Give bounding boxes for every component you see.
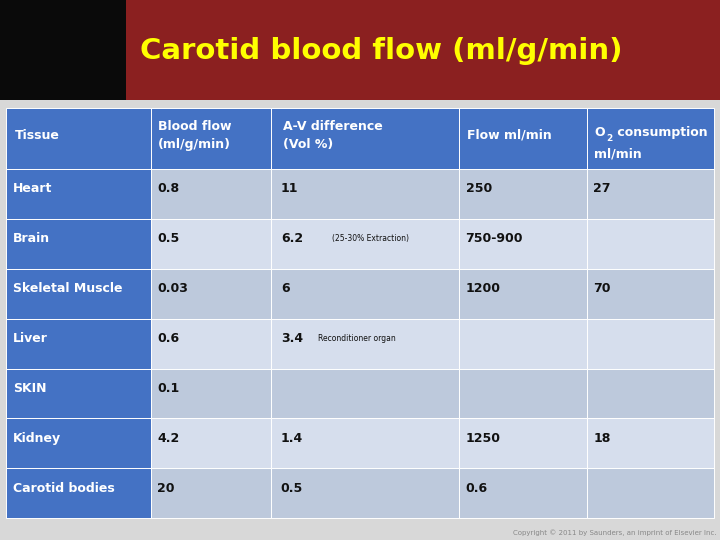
Text: Brain: Brain [13,232,50,245]
Text: 750-900: 750-900 [466,232,523,245]
Text: 0.6: 0.6 [157,332,179,345]
Text: 1.4: 1.4 [281,432,303,445]
Text: Carotid blood flow (ml/g/min): Carotid blood flow (ml/g/min) [140,37,623,65]
Text: 18: 18 [593,432,611,445]
Text: 3.4: 3.4 [281,332,303,345]
Text: Heart: Heart [13,182,53,195]
Text: 4.2: 4.2 [157,432,179,445]
Text: A-V difference
(Vol %): A-V difference (Vol %) [283,120,382,151]
Text: 0.5: 0.5 [281,482,303,495]
Text: Tissue: Tissue [14,129,59,142]
Text: 0.5: 0.5 [157,232,179,245]
Text: 250: 250 [466,182,492,195]
Text: 2: 2 [606,134,613,144]
Text: 70: 70 [593,282,611,295]
Text: 0.03: 0.03 [157,282,188,295]
Text: (25-30% Extraction): (25-30% Extraction) [331,234,408,243]
Text: Liver: Liver [13,332,48,345]
Text: Skeletal Muscle: Skeletal Muscle [13,282,122,295]
Text: 1200: 1200 [466,282,500,295]
Text: 20: 20 [157,482,174,495]
Text: Blood flow
(ml/g/min): Blood flow (ml/g/min) [158,120,232,151]
Text: 11: 11 [281,182,298,195]
Text: 0.8: 0.8 [157,182,179,195]
Text: 1250: 1250 [466,432,500,445]
Text: SKIN: SKIN [13,382,47,395]
Text: 6: 6 [281,282,289,295]
Text: O: O [595,126,605,139]
Text: Kidney: Kidney [13,432,61,445]
Text: 0.1: 0.1 [157,382,179,395]
Text: Copyright © 2011 by Saunders, an imprint of Elsevier Inc.: Copyright © 2011 by Saunders, an imprint… [513,529,716,536]
Text: ml/min: ml/min [595,147,642,160]
Text: 27: 27 [593,182,611,195]
Text: Flow ml/min: Flow ml/min [467,129,552,142]
Text: 0.6: 0.6 [466,482,487,495]
Text: Reconditioner organ: Reconditioner organ [318,334,396,343]
Text: consumption: consumption [613,126,708,139]
Text: Carotid bodies: Carotid bodies [13,482,114,495]
Text: 6.2: 6.2 [281,232,303,245]
